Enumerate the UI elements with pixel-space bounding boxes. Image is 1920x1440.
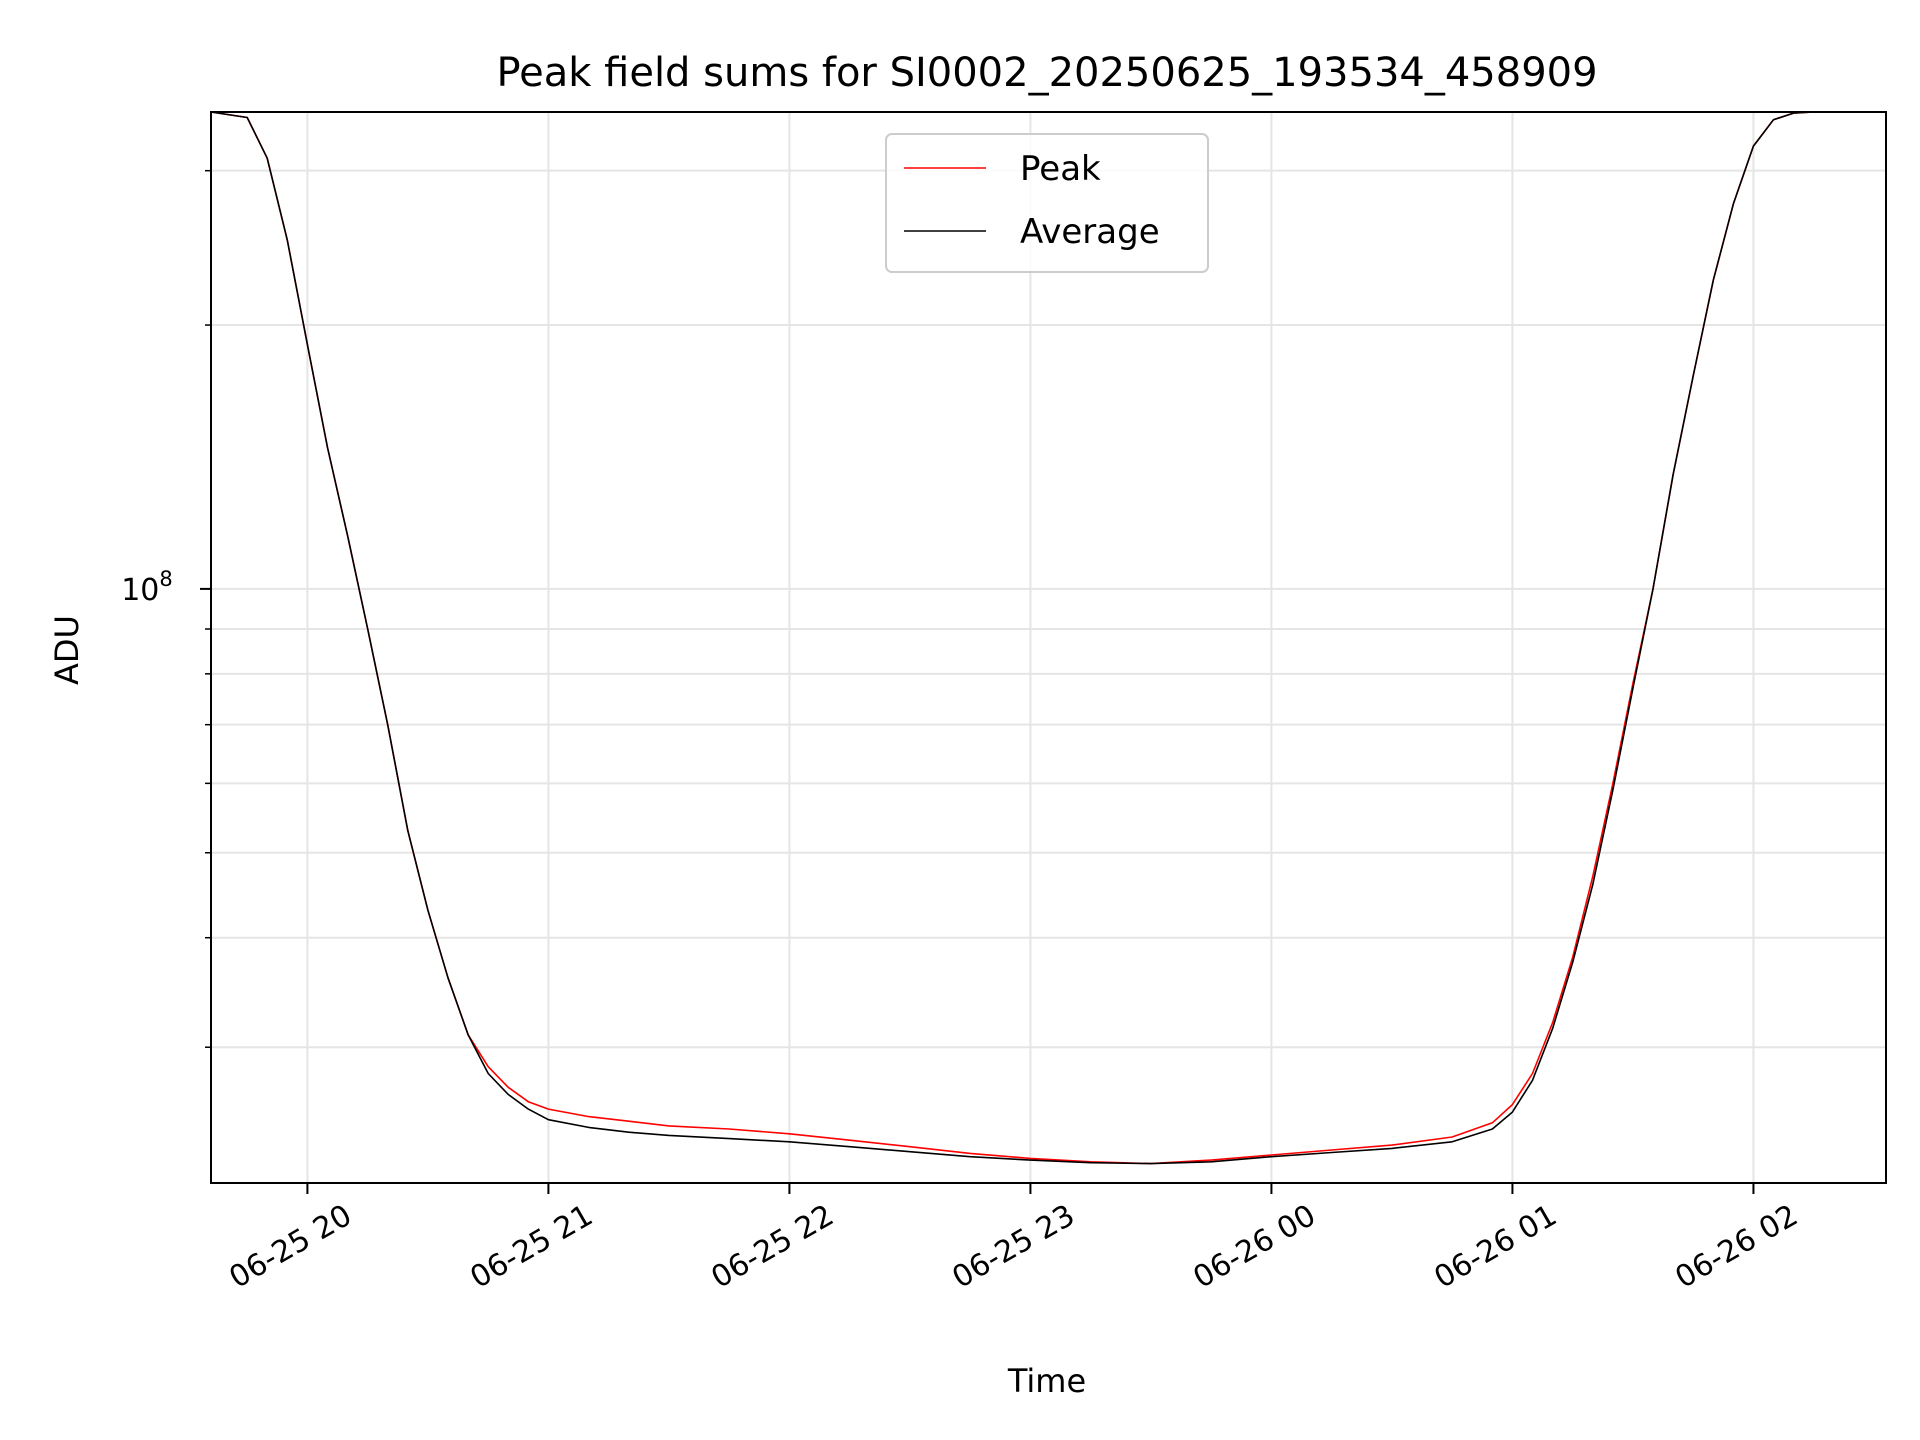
x-axis-label: Time xyxy=(1007,1362,1086,1400)
y-axis-label: ADU xyxy=(48,615,86,685)
plot-frame xyxy=(210,111,1887,1184)
legend-label-peak: Peak xyxy=(1020,149,1101,189)
legend: Peak Average xyxy=(885,133,1209,273)
grid xyxy=(211,112,1886,1183)
series-line-average xyxy=(210,111,1886,1165)
y-axis: 108 xyxy=(121,169,211,1048)
chart-title: Peak field sums for SI0002_20250625_1935… xyxy=(496,50,1597,96)
legend-label-average: Average xyxy=(1020,212,1160,252)
plot-lines xyxy=(210,111,1886,1165)
y-tick-label: 108 xyxy=(121,567,173,608)
